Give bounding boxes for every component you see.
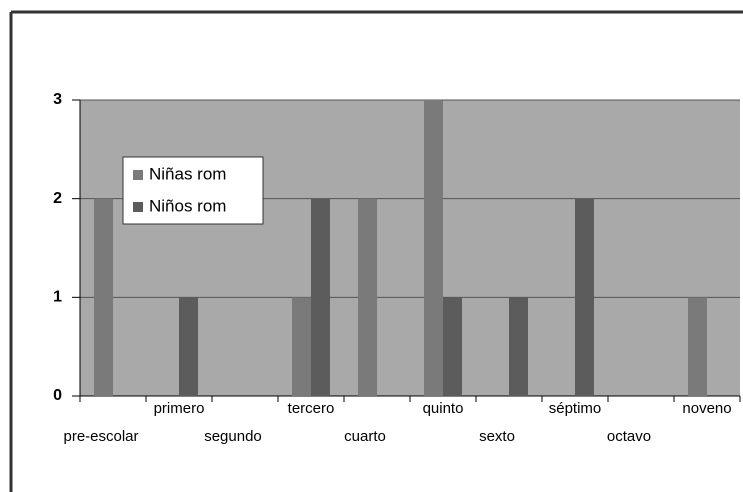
- legend-label: Niños rom: [149, 196, 226, 215]
- bar: [509, 297, 528, 396]
- y-tick-label: 1: [53, 289, 62, 306]
- x-tick-label: noveno: [682, 400, 731, 417]
- y-tick-label: 0: [53, 387, 62, 404]
- legend-box: [122, 156, 264, 225]
- x-tick-label: octavo: [607, 428, 651, 445]
- x-tick-label: quinto: [423, 400, 464, 417]
- x-tick-label: segundo: [204, 428, 262, 445]
- bar: [94, 198, 113, 396]
- x-tick-label: cuarto: [344, 428, 386, 445]
- bar: [688, 297, 707, 396]
- bar: [575, 198, 594, 396]
- bar: [443, 297, 462, 396]
- y-tick-label: 3: [53, 91, 62, 108]
- bar: [311, 198, 330, 396]
- bar: [424, 100, 443, 396]
- x-tick-label: primero: [154, 400, 205, 417]
- x-tick-label: pre-escolar: [63, 428, 138, 445]
- x-tick-label: séptimo: [549, 400, 602, 417]
- y-tick-label: 2: [53, 190, 62, 207]
- bar: [179, 297, 198, 396]
- bar: [358, 198, 377, 396]
- legend-swatch: [133, 170, 143, 180]
- bar: [292, 297, 311, 396]
- x-tick-label: sexto: [479, 428, 515, 445]
- x-tick-label: tercero: [288, 400, 335, 417]
- legend-swatch: [133, 202, 143, 212]
- legend-label: Niñas rom: [149, 164, 226, 183]
